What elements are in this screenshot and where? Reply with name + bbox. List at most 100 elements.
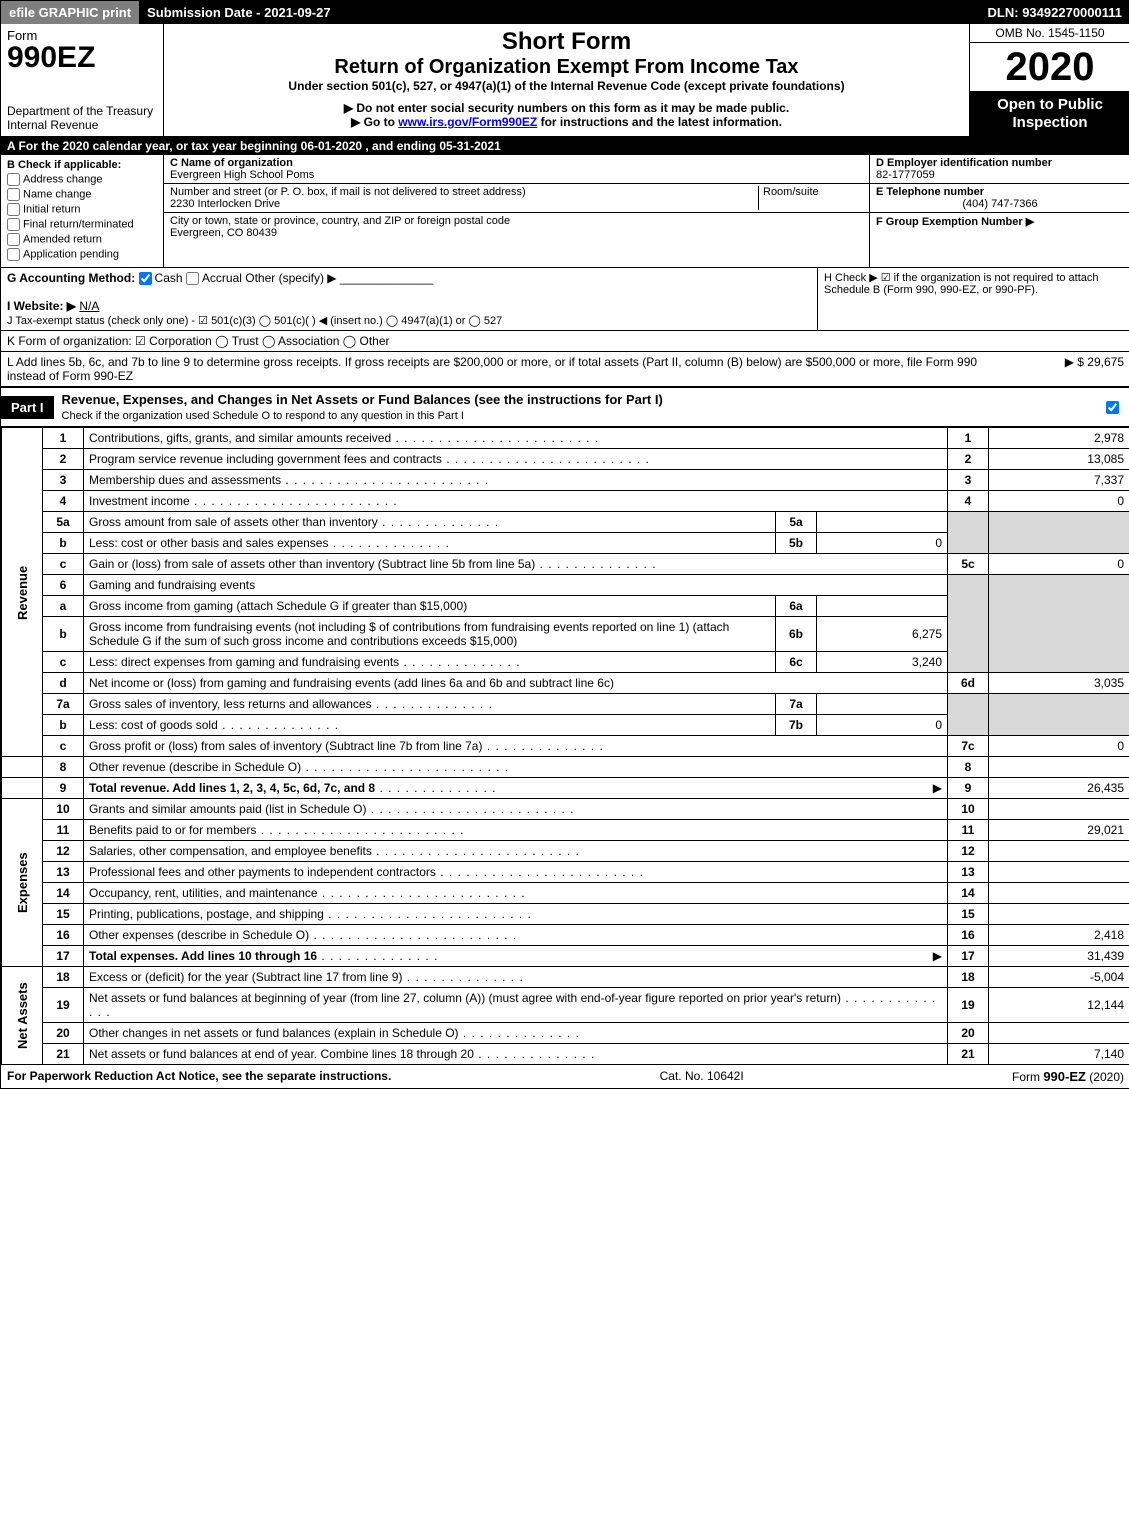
short-form-title: Short Form (170, 28, 963, 56)
row-h-schedule-b: H Check ▶ ☑ if the organization is not r… (817, 268, 1129, 330)
goto-line: ▶ Go to www.irs.gov/Form990EZ for instru… (170, 115, 963, 129)
part-1-title: Revenue, Expenses, and Changes in Net As… (54, 388, 1098, 426)
main-title: Return of Organization Exempt From Incom… (170, 56, 963, 79)
line-20: 20Other changes in net assets or fund ba… (2, 1023, 1129, 1044)
form-990ez: efile GRAPHIC print Submission Date - 20… (0, 0, 1129, 1089)
check-final-return[interactable]: Final return/terminated (7, 218, 157, 231)
form-version: Form 990-EZ (2020) (1012, 1069, 1124, 1084)
efile-print-label: efile GRAPHIC print (1, 1, 139, 24)
line-8: 8Other revenue (describe in Schedule O) … (2, 757, 1129, 778)
line-7a: 7aGross sales of inventory, less returns… (2, 694, 1129, 715)
row-l-text: L Add lines 5b, 6c, and 7b to line 9 to … (7, 355, 994, 383)
city-label: City or town, state or province, country… (170, 215, 510, 227)
sidelabel-netassets: Net Assets (2, 967, 43, 1065)
part-1-tag: Part I (1, 396, 54, 419)
department-label: Department of the Treasury Internal Reve… (7, 104, 157, 132)
city-state-zip: Evergreen, CO 80439 (170, 227, 277, 239)
public-inspection-label: Open to Public Inspection (970, 92, 1129, 136)
ssn-warning: ▶ Do not enter social security numbers o… (170, 101, 963, 115)
line-18: Net Assets 18Excess or (deficit) for the… (2, 967, 1129, 988)
org-name: Evergreen High School Poms (170, 169, 314, 181)
line-12: 12Salaries, other compensation, and empl… (2, 841, 1129, 862)
line-4: 4Investment income 40 (2, 491, 1129, 512)
part-1-check[interactable] (1098, 396, 1129, 418)
line-9: 9 Total revenue. Add lines 1, 2, 3, 4, 5… (2, 778, 1129, 799)
group-exemption-label: F Group Exemption Number ▶ (876, 216, 1034, 228)
row-l: L Add lines 5b, 6c, and 7b to line 9 to … (1, 352, 1129, 387)
line-7c: cGross profit or (loss) from sales of in… (2, 736, 1129, 757)
part-1-subtitle: Check if the organization used Schedule … (62, 410, 464, 422)
accounting-method: G Accounting Method: Cash Accrual Other … (1, 268, 817, 330)
row-i-label: I Website: ▶ (7, 299, 76, 313)
row-j-tax-exempt: J Tax-exempt status (check only one) - ☑… (7, 315, 502, 327)
part-1-header: Part I Revenue, Expenses, and Changes in… (1, 387, 1129, 427)
check-initial-return[interactable]: Initial return (7, 203, 157, 216)
check-cash[interactable]: Cash (139, 271, 183, 285)
goto-post: for instructions and the latest informat… (537, 115, 782, 129)
address-block: Number and street (or P. O. box, if mail… (164, 184, 869, 213)
section-def: D Employer identification number 82-1777… (869, 155, 1129, 267)
line-19: 19Net assets or fund balances at beginni… (2, 988, 1129, 1023)
addr-label: Number and street (or P. O. box, if mail… (170, 186, 526, 198)
line-3: 3Membership dues and assessments 37,337 (2, 470, 1129, 491)
row-gh: G Accounting Method: Cash Accrual Other … (1, 268, 1129, 331)
check-accrual[interactable]: Accrual (186, 271, 242, 285)
topbar: efile GRAPHIC print Submission Date - 20… (1, 1, 1129, 24)
row-g-label: G Accounting Method: (7, 271, 135, 285)
line-5a: 5aGross amount from sale of assets other… (2, 512, 1129, 533)
other-specify: Other (specify) ▶ (245, 271, 336, 285)
tax-year: 2020 (970, 43, 1129, 92)
line-6d: dNet income or (loss) from gaming and fu… (2, 673, 1129, 694)
phone-block: E Telephone number (404) 747-7366 (870, 184, 1129, 213)
section-bcd: B Check if applicable: Address change Na… (1, 155, 1129, 268)
check-address-change[interactable]: Address change (7, 173, 157, 186)
line-10: Expenses 10Grants and similar amounts pa… (2, 799, 1129, 820)
section-b-label: B Check if applicable: (7, 159, 121, 171)
street-address: 2230 Interlocken Drive (170, 198, 280, 210)
omb-number: OMB No. 1545-1150 (970, 24, 1129, 43)
ein-value: 82-1777059 (876, 169, 935, 181)
line-14: 14Occupancy, rent, utilities, and mainte… (2, 883, 1129, 904)
line-17: 17 Total expenses. Add lines 10 through … (2, 946, 1129, 967)
line-11: 11Benefits paid to or for members 1129,0… (2, 820, 1129, 841)
check-application-pending[interactable]: Application pending (7, 248, 157, 261)
website-value: N/A (79, 299, 99, 313)
phone-value: (404) 747-7366 (876, 198, 1124, 210)
row-l-amount: ▶ $ 29,675 (994, 355, 1124, 383)
phone-label: E Telephone number (876, 186, 984, 198)
subtitle: Under section 501(c), 527, or 4947(a)(1)… (170, 79, 963, 93)
irs-link[interactable]: www.irs.gov/Form990EZ (398, 115, 537, 129)
check-amended-return[interactable]: Amended return (7, 233, 157, 246)
section-c: C Name of organization Evergreen High Sc… (164, 155, 869, 267)
header-left: Form 990EZ Department of the Treasury In… (1, 24, 164, 136)
header-center: Short Form Return of Organization Exempt… (164, 24, 969, 136)
form-header: Form 990EZ Department of the Treasury In… (1, 24, 1129, 137)
page-footer: For Paperwork Reduction Act Notice, see … (1, 1065, 1129, 1088)
row-k-form-org: K Form of organization: ☑ Corporation ◯ … (1, 331, 1129, 352)
lines-table: Revenue 1 Contributions, gifts, grants, … (1, 427, 1129, 1065)
group-exemption-block: F Group Exemption Number ▶ (870, 213, 1129, 230)
goto-pre: ▶ Go to (351, 115, 398, 129)
line-1: Revenue 1 Contributions, gifts, grants, … (2, 428, 1129, 449)
sidelabel-expenses: Expenses (2, 799, 43, 967)
check-name-change[interactable]: Name change (7, 188, 157, 201)
sidelabel-revenue: Revenue (2, 428, 43, 757)
catalog-number: Cat. No. 10642I (660, 1069, 744, 1084)
city-block: City or town, state or province, country… (164, 213, 869, 241)
line-6: 6Gaming and fundraising events (2, 575, 1129, 596)
form-number: 990EZ (7, 43, 157, 73)
line-13: 13Professional fees and other payments t… (2, 862, 1129, 883)
line-2: 2Program service revenue including gover… (2, 449, 1129, 470)
ein-label: D Employer identification number (876, 157, 1052, 169)
org-name-label: C Name of organization (170, 157, 293, 169)
dln-number: DLN: 93492270000111 (980, 1, 1129, 24)
ein-block: D Employer identification number 82-1777… (870, 155, 1129, 184)
line-21: 21Net assets or fund balances at end of … (2, 1044, 1129, 1065)
line-15: 15Printing, publications, postage, and s… (2, 904, 1129, 925)
section-b: B Check if applicable: Address change Na… (1, 155, 164, 267)
line-5c: cGain or (loss) from sale of assets othe… (2, 554, 1129, 575)
row-a-tax-year: A For the 2020 calendar year, or tax yea… (1, 137, 1129, 155)
paperwork-notice: For Paperwork Reduction Act Notice, see … (7, 1069, 391, 1084)
org-name-block: C Name of organization Evergreen High Sc… (164, 155, 869, 184)
room-suite-label: Room/suite (758, 186, 863, 210)
